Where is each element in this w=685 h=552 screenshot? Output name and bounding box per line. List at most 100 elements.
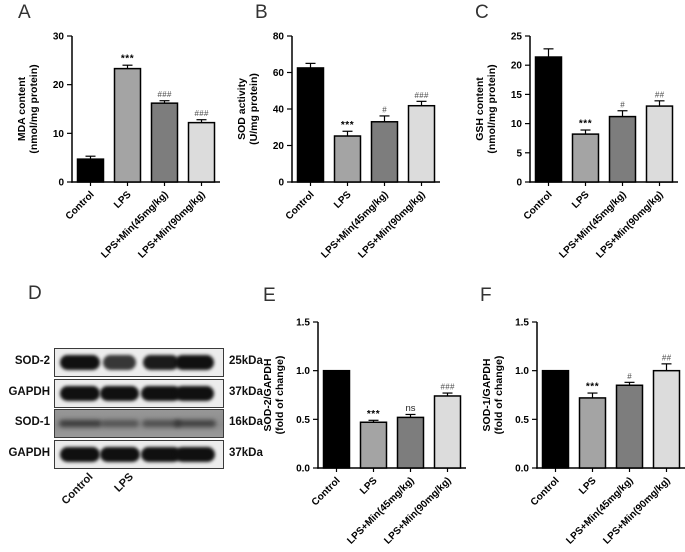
blot-band	[141, 385, 181, 401]
y-axis-title-line1: GSH content	[474, 77, 486, 141]
y-tick-label: 20	[511, 61, 523, 72]
y-tick-label: 15	[511, 90, 523, 101]
blot-protein-label: GAPDH	[8, 385, 50, 398]
blot-kda-label: 37kDa	[229, 385, 263, 398]
bar	[333, 135, 362, 183]
bar	[370, 121, 399, 183]
significance-annotation: ###	[414, 91, 428, 100]
significance-annotation: ###	[157, 90, 171, 99]
panel-label-b: B	[255, 2, 268, 23]
y-axis-title-line1: SOD-1/GAPDH	[481, 359, 493, 432]
x-category-label: LPS+Min(45mg/kg)	[99, 189, 170, 260]
significance-annotation: ***	[579, 119, 592, 130]
bar	[645, 105, 674, 183]
y-tick-label: 0.5	[296, 415, 310, 426]
x-category-label: LPS	[112, 189, 134, 211]
blot-kda-label: 25kDa	[229, 355, 263, 367]
bar	[407, 104, 436, 183]
significance-annotation: #	[382, 105, 387, 114]
blot-band	[174, 446, 215, 462]
bar	[296, 67, 325, 183]
blot-band	[142, 355, 180, 370]
y-tick-label: 10	[53, 129, 65, 140]
blot-band	[175, 385, 214, 401]
y-tick-label: 1.5	[296, 318, 310, 329]
x-category-label: LPS+Min(45mg/kg)	[557, 189, 628, 260]
y-tick-label: 20	[53, 80, 65, 91]
y-axis-title-line1: SOD activity	[236, 78, 248, 140]
x-category-label: LPS+Min(90mg/kg)	[594, 189, 665, 260]
bar-chart-gsh-content: 0 5 10 15 20 25 GSH content (nmol/mg protein) Co…	[474, 32, 678, 261]
significance-annotation: ##	[655, 90, 665, 99]
x-category-label: LPS+Min(90mg/kg)	[382, 475, 453, 546]
bar	[534, 56, 563, 183]
y-axis-title-line2: (nmol/mg protein)	[28, 64, 40, 153]
x-category-label: LPS+Min(45mg/kg)	[319, 189, 390, 260]
bar-chart-sod2-gapdh: 0.0 0.5 1.0 1.5 SOD-2/GAPDH (fold of change) C…	[262, 318, 466, 547]
y-axis-title-line2: (fold of change)	[493, 356, 505, 435]
y-tick-label: 0	[58, 178, 64, 189]
bar	[608, 115, 637, 183]
panel-sod2-gapdh-chart: E 0.0 0.5 1.0 1.5 SOD-2/GAPDH (fold of change…	[256, 282, 481, 552]
bar	[433, 395, 462, 469]
x-category-label: Control	[529, 475, 562, 508]
y-tick-label: 60	[273, 68, 285, 79]
bar-chart-sod1-gapdh: 0.0 0.5 1.0 1.5 SOD-1/GAPDH (fold of change) C…	[481, 318, 685, 547]
y-tick-label: 1.0	[296, 366, 310, 377]
y-tick-label: 0	[278, 178, 284, 189]
significance-annotation: ###	[440, 383, 454, 392]
panel-label-f: F	[480, 285, 492, 306]
significance-annotation: ns	[405, 403, 415, 414]
blot-row-gapdh: GAPDH 37kDa	[8, 378, 270, 408]
y-tick-label: 1.0	[515, 366, 529, 377]
y-axis-title-line1: MDA content	[16, 76, 28, 141]
panel-sod1-gapdh-chart: F 0.0 0.5 1.0 1.5 SOD-1/GAPDH (fold of change…	[475, 282, 685, 552]
blot-band	[100, 420, 139, 427]
panel-label-e: E	[263, 285, 276, 306]
x-category-label: LPS+Min(90mg/kg)	[356, 189, 427, 260]
x-category-label: LPS+Min(90mg/kg)	[601, 475, 672, 546]
bar	[113, 67, 142, 183]
bar	[615, 384, 644, 469]
bar	[396, 416, 425, 469]
panel-western-blot: D SOD-2 25kDa GAPDH 37kDa SOD-1 16kDa GAPDH 37k…	[8, 280, 270, 550]
bar	[541, 369, 570, 469]
blot-band	[141, 446, 181, 462]
blot-band	[173, 420, 216, 427]
y-tick-label: 0.0	[515, 464, 529, 475]
blot-strip	[54, 348, 224, 377]
x-category-label: LPS	[577, 475, 599, 497]
y-axis-title-line2: (fold of change)	[274, 356, 286, 435]
y-tick-label: 0.5	[515, 415, 529, 426]
blot-row-sod-1: SOD-1 16kDa	[8, 409, 270, 438]
significance-annotation: ***	[121, 54, 134, 65]
blot-band	[60, 446, 100, 462]
x-category-label: LPS+Min(90mg/kg)	[136, 189, 207, 260]
blot-kda-label: 16kDa	[229, 416, 263, 428]
significance-annotation: ***	[341, 120, 354, 131]
significance-annotation: ***	[367, 409, 380, 420]
y-tick-label: 20	[273, 141, 285, 152]
blot-band	[141, 420, 181, 427]
y-axis-title-line2: (nmol/mg protein)	[486, 64, 498, 153]
bar	[578, 397, 607, 469]
blot-strip	[54, 409, 224, 438]
x-category-label: LPS	[570, 189, 592, 211]
bar	[76, 158, 105, 183]
x-category-label: LPS+Min(45mg/kg)	[345, 475, 416, 546]
blot-band	[60, 355, 100, 370]
y-tick-label: 1.5	[515, 318, 529, 329]
significance-annotation: ###	[194, 109, 208, 118]
y-tick-label: 0.0	[296, 464, 310, 475]
blot-row-gapdh: GAPDH 37kDa	[8, 439, 270, 469]
blot-band	[58, 420, 102, 427]
bar-chart-mda-content: 0 10 20 30 MDA content (nmol/mg protein) Contr…	[16, 32, 220, 261]
panel-gsh-chart: C 0 5 10 15 20 25 GSH content (nmol/mg protein)…	[468, 2, 685, 272]
bar	[652, 369, 681, 469]
blot-band	[174, 355, 215, 370]
bar	[187, 121, 216, 183]
y-tick-label: 25	[511, 32, 523, 43]
blot-protein-label: SOD-2	[14, 355, 50, 367]
y-tick-label: 80	[273, 32, 285, 43]
